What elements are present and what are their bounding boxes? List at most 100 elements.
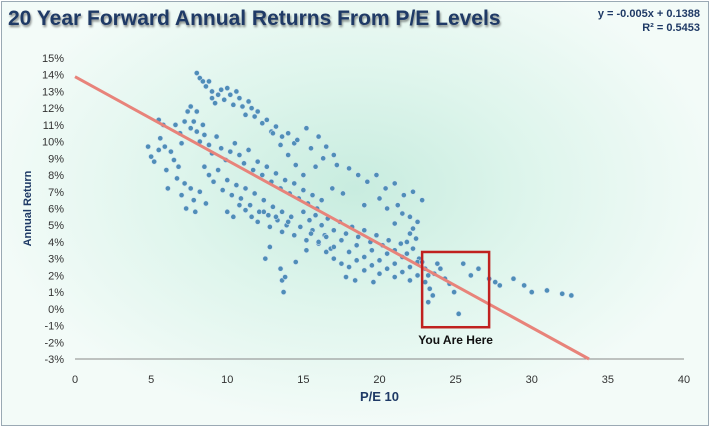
data-point xyxy=(300,172,307,178)
data-point xyxy=(218,86,225,93)
data-point xyxy=(303,125,310,132)
data-point xyxy=(496,282,503,289)
data-point xyxy=(419,197,426,204)
trendline-equation: y = -0.005x + 0.1388 xyxy=(597,8,700,20)
y-tick-label: 6% xyxy=(48,204,64,216)
trendline xyxy=(74,75,590,361)
data-point xyxy=(230,213,237,220)
y-tick-label: -1% xyxy=(44,321,64,333)
data-point xyxy=(346,249,352,255)
data-point xyxy=(164,185,171,192)
data-point xyxy=(233,182,240,188)
data-point xyxy=(206,142,212,148)
data-point xyxy=(224,177,231,183)
data-point xyxy=(353,242,360,249)
data-point xyxy=(248,105,255,112)
data-point xyxy=(294,137,301,143)
data-point xyxy=(376,270,383,277)
data-point xyxy=(330,255,337,262)
data-point xyxy=(227,148,234,155)
data-point xyxy=(425,272,432,279)
data-point xyxy=(318,222,325,229)
data-point xyxy=(263,163,270,170)
data-point xyxy=(303,237,310,244)
data-point xyxy=(399,269,406,275)
trendline-equation-box: y = -0.005x + 0.1388 R² = 0.5453 xyxy=(598,7,700,35)
data-point xyxy=(475,265,482,272)
data-point xyxy=(312,212,319,219)
data-point xyxy=(285,152,292,158)
data-point xyxy=(330,152,337,158)
x-tick-label: 20 xyxy=(373,374,385,386)
data-point xyxy=(236,202,243,209)
data-point xyxy=(219,187,226,194)
data-point xyxy=(521,282,528,289)
data-point xyxy=(303,247,310,254)
data-point xyxy=(333,162,340,168)
data-point xyxy=(145,143,151,150)
data-point xyxy=(338,237,345,244)
chart-title: 20 Year Forward Annual Returns From P/E … xyxy=(8,7,501,30)
data-point xyxy=(228,192,235,199)
data-point xyxy=(213,133,220,140)
data-point xyxy=(414,272,421,279)
data-point xyxy=(309,192,316,199)
data-point xyxy=(312,163,319,170)
data-point xyxy=(254,158,261,165)
data-point xyxy=(370,279,377,285)
x-axis-ticks: 0 5 10 15 20 25 30 35 40 xyxy=(72,374,690,386)
x-tick-label: 15 xyxy=(297,374,309,386)
data-point xyxy=(340,190,346,197)
y-tick-label: 13% xyxy=(42,86,64,98)
data-point xyxy=(212,100,218,107)
data-point xyxy=(292,162,299,168)
data-point xyxy=(291,180,298,187)
y-tick-label: 0% xyxy=(48,304,64,316)
data-point xyxy=(330,244,337,250)
data-point xyxy=(568,292,575,299)
data-point xyxy=(308,145,314,152)
data-point xyxy=(277,265,284,272)
data-point xyxy=(190,118,197,125)
data-point xyxy=(353,257,360,264)
data-point xyxy=(203,83,209,90)
data-point xyxy=(148,153,155,160)
data-point xyxy=(192,208,199,215)
data-point xyxy=(318,197,325,204)
data-point xyxy=(250,167,257,173)
y-tick-label: 4% xyxy=(48,237,64,249)
data-point xyxy=(193,128,200,135)
data-point xyxy=(245,98,252,105)
data-point xyxy=(280,289,287,296)
data-point xyxy=(355,172,362,178)
data-point xyxy=(248,213,255,220)
data-point xyxy=(263,116,270,123)
y-tick-label: -2% xyxy=(44,337,64,349)
data-point xyxy=(242,111,249,118)
y-tick-label: 5% xyxy=(48,220,64,232)
data-point xyxy=(391,220,398,227)
data-point xyxy=(260,197,267,204)
data-point xyxy=(384,250,391,257)
data-point xyxy=(203,200,209,207)
data-point xyxy=(346,165,352,172)
data-point xyxy=(492,279,499,285)
data-point xyxy=(187,103,194,110)
x-tick-label: 30 xyxy=(526,374,538,386)
you-are-here-box xyxy=(420,250,491,329)
scatter-points xyxy=(145,70,575,317)
data-point xyxy=(394,202,401,209)
data-point xyxy=(181,180,188,187)
x-tick-label: 10 xyxy=(221,374,233,386)
data-point xyxy=(528,289,535,296)
data-point xyxy=(282,274,289,280)
x-tick-label: 35 xyxy=(602,374,614,386)
data-point xyxy=(407,213,413,220)
data-point xyxy=(206,172,212,178)
data-point xyxy=(199,78,206,85)
data-point xyxy=(210,178,217,185)
data-point xyxy=(178,192,185,199)
data-point xyxy=(460,260,467,267)
data-point xyxy=(163,167,170,173)
